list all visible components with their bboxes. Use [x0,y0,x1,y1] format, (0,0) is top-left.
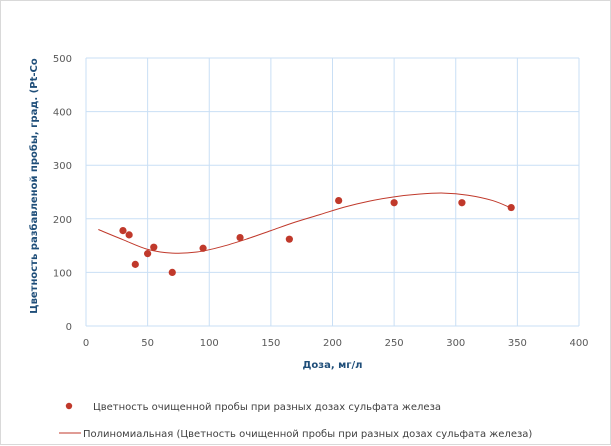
data-point [285,235,293,243]
legend-label-trendline: Полиномиальная (Цветность очищенной проб… [83,429,532,440]
data-points [119,196,515,276]
legend-marker-scatter [65,402,73,410]
y-tick-label: 100 [53,268,72,279]
x-tick-label: 250 [385,338,404,349]
data-point [119,226,127,235]
data-point [236,233,244,242]
data-point [125,231,133,239]
data-point [507,203,515,212]
data-point [199,244,207,252]
y-tick-label: 500 [53,54,72,65]
data-point [390,199,398,207]
x-tick-label: 100 [200,338,219,349]
data-point [150,243,158,251]
y-axis-title: Цветность разбавленой пробы, град. (Pt-C… [28,58,40,314]
x-tick-label: 400 [569,338,588,349]
x-tick-label: 350 [508,338,527,349]
x-tick-label: 50 [141,338,154,349]
data-point [131,260,139,268]
y-tick-label: 200 [53,215,72,226]
x-tick-label: 300 [446,338,465,349]
x-axis-title: Доза, мг/л [303,360,363,371]
legend: Цветность очищенной пробы при разных доз… [59,402,532,440]
y-tick-label: 300 [53,161,72,172]
y-tick-label: 0 [66,322,72,333]
x-tick-label: 150 [261,338,280,349]
legend-label-scatter: Цветность очищенной пробы при разных доз… [93,402,441,413]
data-point [144,250,152,258]
x-tick-labels: 0 50 100 150 200 250 300 350 400 [83,338,589,349]
x-tick-label: 0 [83,338,89,349]
data-point [458,199,466,207]
y-tick-label: 400 [53,108,72,119]
y-tick-labels: 0 100 200 300 400 500 [53,54,72,333]
trendline [98,192,512,254]
x-tick-label: 200 [323,338,342,349]
grid [85,57,580,327]
data-point [335,196,343,205]
data-point [168,268,176,276]
